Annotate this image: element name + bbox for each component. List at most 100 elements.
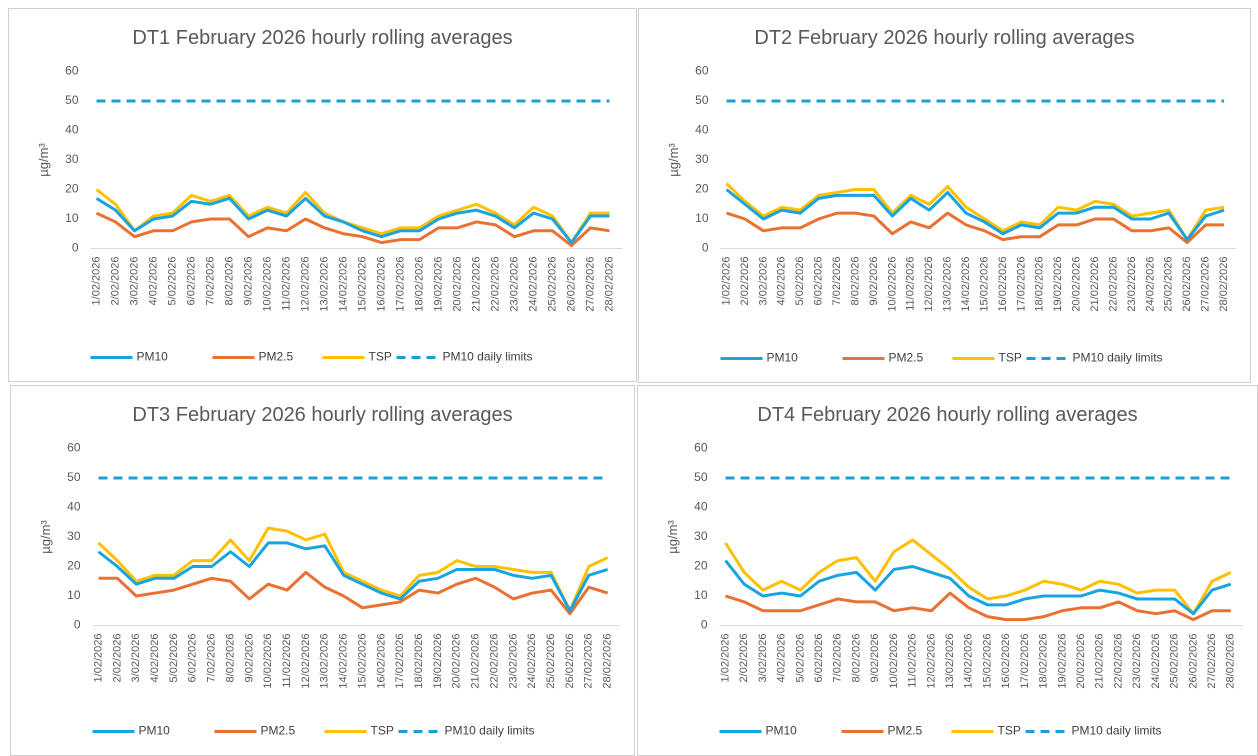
x-tick-label: 15/02/2026 — [356, 634, 368, 689]
x-tick-label: 22/02/2026 — [1112, 634, 1124, 689]
x-tick-label: 14/02/2026 — [963, 634, 975, 689]
legend-label: PM2.5 — [889, 351, 924, 365]
legend-label: PM10 — [767, 351, 799, 365]
y-tick-label: 20 — [67, 559, 81, 573]
x-tick-label: 5/02/2026 — [168, 634, 180, 683]
y-tick-label: 10 — [695, 211, 709, 225]
x-tick-label: 27/02/2026 — [1200, 257, 1212, 312]
x-tick-label: 6/02/2026 — [813, 257, 825, 306]
x-tick-label: 2/02/2026 — [738, 634, 750, 683]
y-tick-label: 40 — [695, 123, 709, 137]
x-tick-label: 15/02/2026 — [356, 257, 368, 312]
x-tick-label: 28/02/2026 — [1218, 257, 1230, 312]
x-tick-label: 19/02/2026 — [1056, 634, 1068, 689]
legend-label: PM2.5 — [261, 724, 296, 738]
x-tick-label: 27/02/2026 — [583, 634, 595, 689]
y-tick-label: 60 — [695, 64, 709, 78]
x-tick-label: 4/02/2026 — [776, 257, 788, 306]
x-tick-label: 20/02/2026 — [1075, 634, 1087, 689]
y-tick-label: 30 — [67, 529, 81, 543]
x-tick-label: 20/02/2026 — [1071, 257, 1083, 312]
chart-title: DT4 February 2026 hourly rolling average… — [757, 404, 1137, 426]
x-tick-label: 26/02/2026 — [564, 634, 576, 689]
x-tick-label: 11/02/2026 — [905, 257, 917, 311]
y-axis-label: µg/m³ — [666, 143, 681, 177]
y-tick-label: 50 — [65, 93, 79, 107]
y-tick-label: 40 — [65, 123, 79, 137]
panel-border — [10, 385, 635, 756]
x-tick-label: 4/02/2026 — [149, 634, 161, 683]
x-tick-label: 22/02/2026 — [1107, 257, 1119, 312]
x-tick-label: 6/02/2026 — [187, 634, 199, 683]
x-tick-label: 23/02/2026 — [1131, 634, 1143, 689]
legend-label: TSP — [998, 724, 1021, 738]
chart-title: DT3 February 2026 hourly rolling average… — [132, 404, 512, 426]
x-tick-label: 8/02/2026 — [223, 257, 235, 306]
y-tick-label: 60 — [67, 441, 81, 455]
y-axis-label: µg/m³ — [665, 520, 680, 554]
x-tick-label: 22/02/2026 — [489, 257, 501, 312]
x-tick-label: 7/02/2026 — [831, 257, 843, 306]
x-tick-label: 26/02/2026 — [1187, 634, 1199, 689]
x-tick-label: 12/02/2026 — [923, 257, 935, 312]
x-tick-label: 17/02/2026 — [394, 634, 406, 689]
x-tick-label: 21/02/2026 — [1094, 634, 1106, 689]
series-line — [97, 541, 609, 613]
x-tick-label: 11/02/2026 — [907, 634, 919, 688]
series-line — [95, 211, 610, 248]
x-tick-label: 11/02/2026 — [281, 634, 293, 688]
x-tick-label: 2/02/2026 — [739, 257, 751, 306]
series-line — [725, 188, 1225, 242]
series-line — [95, 196, 610, 245]
x-tick-label: 10/02/2026 — [888, 634, 900, 689]
x-tick-label: 10/02/2026 — [261, 257, 273, 312]
x-tick-label: 3/02/2026 — [757, 257, 769, 306]
x-tick-label: 7/02/2026 — [206, 634, 218, 683]
x-tick-label: 12/02/2026 — [300, 634, 312, 689]
x-tick-label: 1/02/2026 — [90, 257, 102, 306]
x-tick-label: 19/02/2026 — [432, 257, 444, 312]
x-tick-label: 23/02/2026 — [508, 257, 520, 312]
x-tick-label: 25/02/2026 — [546, 257, 558, 312]
x-tick-label: 24/02/2026 — [526, 634, 538, 689]
series-line — [724, 538, 1232, 616]
x-tick-label: 14/02/2026 — [338, 634, 350, 689]
legend-label: PM10 — [766, 724, 798, 738]
x-tick-label: 25/02/2026 — [545, 634, 557, 689]
x-tick-label: 2/02/2026 — [111, 634, 123, 683]
panel-border — [637, 385, 1258, 756]
y-axis-label: µg/m³ — [38, 520, 53, 554]
x-tick-label: 19/02/2026 — [1052, 257, 1064, 312]
x-tick-label: 28/02/2026 — [1225, 634, 1237, 689]
x-tick-label: 23/02/2026 — [507, 634, 519, 689]
x-tick-label: 25/02/2026 — [1169, 634, 1181, 689]
y-tick-label: 40 — [694, 500, 708, 514]
chart-panel: DT4 February 2026 hourly rolling average… — [637, 385, 1258, 756]
legend-label: PM10 daily limits — [443, 350, 533, 364]
x-tick-label: 18/02/2026 — [1038, 634, 1050, 689]
x-tick-label: 16/02/2026 — [997, 257, 1009, 312]
series-line — [97, 526, 609, 613]
y-tick-label: 0 — [701, 618, 708, 632]
legend-label: PM10 daily limits — [445, 724, 535, 738]
x-tick-label: 12/02/2026 — [925, 634, 937, 689]
x-tick-label: 7/02/2026 — [204, 257, 216, 306]
x-tick-label: 27/02/2026 — [584, 257, 596, 312]
x-tick-label: 21/02/2026 — [470, 634, 482, 689]
x-tick-label: 18/02/2026 — [413, 257, 425, 312]
chart-title: DT1 February 2026 hourly rolling average… — [132, 27, 512, 49]
legend-label: TSP — [999, 351, 1022, 365]
x-tick-label: 27/02/2026 — [1206, 634, 1218, 689]
y-tick-label: 50 — [67, 470, 81, 484]
y-tick-label: 20 — [694, 559, 708, 573]
chart-panel: DT3 February 2026 hourly rolling average… — [10, 385, 635, 756]
x-tick-label: 20/02/2026 — [451, 257, 463, 312]
x-tick-label: 5/02/2026 — [166, 257, 178, 306]
legend-label: PM10 daily limits — [1072, 724, 1162, 738]
y-tick-label: 50 — [694, 470, 708, 484]
x-tick-label: 16/02/2026 — [375, 257, 387, 312]
x-tick-label: 28/02/2026 — [602, 634, 614, 689]
y-tick-label: 30 — [65, 152, 79, 166]
x-tick-label: 1/02/2026 — [92, 634, 104, 683]
x-tick-label: 23/02/2026 — [1126, 257, 1138, 312]
